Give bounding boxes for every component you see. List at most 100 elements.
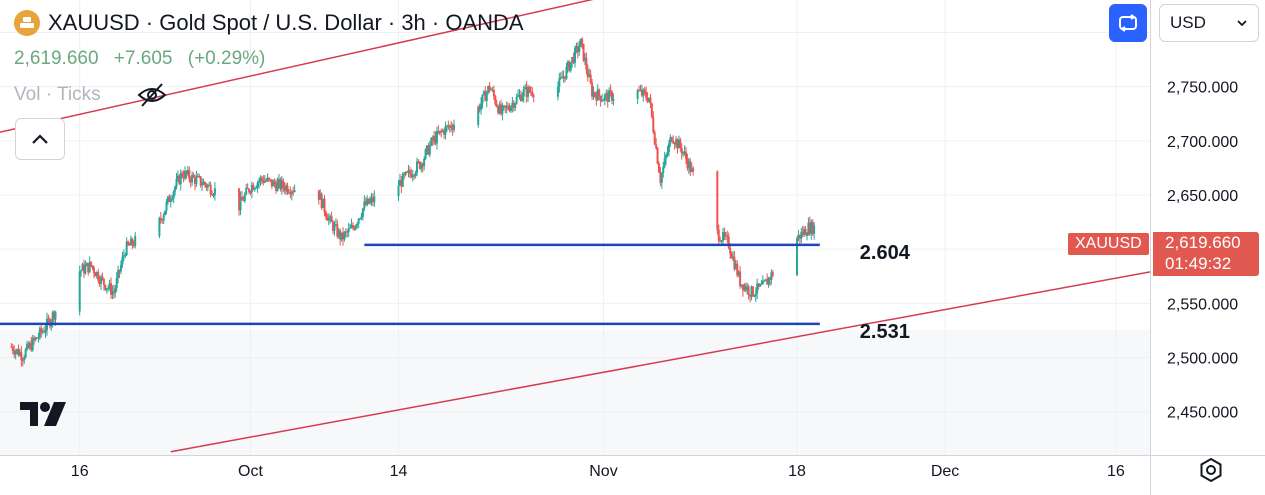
support-levels[interactable]: 2.604 2.531 [0, 242, 911, 343]
candle-body [519, 94, 522, 101]
chevron-up-icon [32, 134, 48, 144]
candle-body [581, 38, 584, 44]
candle-body [680, 147, 683, 154]
candle-body [413, 175, 416, 177]
collapse-legend-button[interactable] [15, 118, 65, 160]
sync-button[interactable] [1109, 4, 1147, 42]
symbol-title[interactable]: XAUUSD · Gold Spot / U.S. Dollar · 3h · … [48, 10, 524, 35]
last-price-tag: 2,619.660 01:49:32 [1153, 232, 1259, 276]
candle-body [730, 253, 733, 259]
candle-body [751, 286, 754, 296]
candle-body [115, 277, 118, 289]
candle-body [677, 139, 680, 149]
candle-body [336, 224, 339, 237]
candle-body [255, 187, 258, 189]
candle-body [28, 342, 31, 348]
candle-body [265, 180, 268, 182]
candle-body [682, 151, 685, 154]
candle-body [490, 89, 493, 91]
volume-indicator-label[interactable]: Vol · Ticks [14, 84, 101, 105]
currency-select[interactable]: USD [1159, 4, 1259, 42]
candle-body [16, 348, 19, 352]
candle-body [813, 225, 816, 234]
candle-body [85, 263, 88, 267]
candle-body [188, 170, 191, 179]
candle-body [11, 346, 14, 352]
candle-body [418, 161, 421, 169]
candle-body [770, 272, 773, 280]
candle-body [363, 201, 366, 209]
candle-body [571, 57, 574, 63]
time-tick-label: 16 [71, 463, 89, 480]
candle-body [605, 93, 608, 95]
candle-body [327, 217, 330, 221]
candle-body [727, 236, 730, 248]
candle-body [744, 285, 747, 291]
candle-body [276, 182, 279, 191]
candle-body [408, 170, 411, 174]
candle-body [80, 270, 83, 272]
candle-body [636, 90, 639, 100]
candle-body [689, 161, 692, 172]
price-tick-label: 2,450.000 [1167, 405, 1238, 422]
candle-body [127, 241, 130, 245]
candle-body [796, 238, 799, 276]
candle-body [191, 174, 194, 183]
candle-body [259, 177, 262, 182]
candle-body [529, 91, 532, 93]
candle-body [14, 351, 17, 355]
candle-body [746, 286, 749, 291]
candle-body [670, 137, 673, 141]
candle-body [502, 105, 505, 107]
eye-off-icon[interactable] [136, 82, 168, 108]
candle-body [609, 90, 612, 92]
candle-body [504, 105, 507, 108]
candle-body [804, 229, 807, 236]
candle-body [505, 105, 508, 108]
candle-body [410, 173, 413, 178]
candle-body [256, 182, 259, 188]
candle-body [330, 216, 333, 222]
candle-body [522, 89, 525, 97]
candle-body [354, 225, 357, 230]
candle-body [21, 360, 24, 362]
candle-body [250, 184, 253, 193]
candle-body [344, 231, 347, 233]
candle-body [165, 202, 168, 211]
candle-body [34, 337, 37, 340]
candle-body [322, 198, 325, 209]
candle-body [122, 255, 125, 257]
candle-body [258, 181, 261, 183]
candle-body [243, 194, 246, 201]
candle-body [253, 188, 256, 190]
candle-body [414, 172, 417, 176]
candle-body [716, 171, 719, 230]
candle-body [211, 194, 214, 196]
candle-body [359, 218, 362, 220]
tradingview-logo[interactable] [18, 400, 68, 428]
candle-body [105, 288, 108, 290]
candle-body [743, 285, 746, 291]
settings-icon[interactable] [1198, 457, 1224, 483]
candle-body [495, 103, 498, 107]
candle-body [324, 212, 327, 217]
candle-body [599, 95, 602, 102]
candle-body [568, 61, 571, 71]
candle-body [575, 46, 578, 48]
candle-body [583, 58, 586, 61]
candle-body [117, 269, 120, 278]
price-tick-label: 2,700.000 [1167, 134, 1238, 151]
candle-body [182, 176, 185, 179]
candle-body [527, 87, 530, 97]
candle-body [174, 186, 177, 192]
candle-body [660, 173, 663, 183]
candle-body [334, 224, 337, 226]
candle-body [100, 276, 103, 284]
candle-body [242, 200, 245, 202]
price-change: +7.605 [113, 48, 173, 69]
candle-body [593, 92, 596, 96]
candle-body [656, 147, 659, 164]
candle-body [81, 264, 84, 271]
candle-body [51, 312, 54, 322]
